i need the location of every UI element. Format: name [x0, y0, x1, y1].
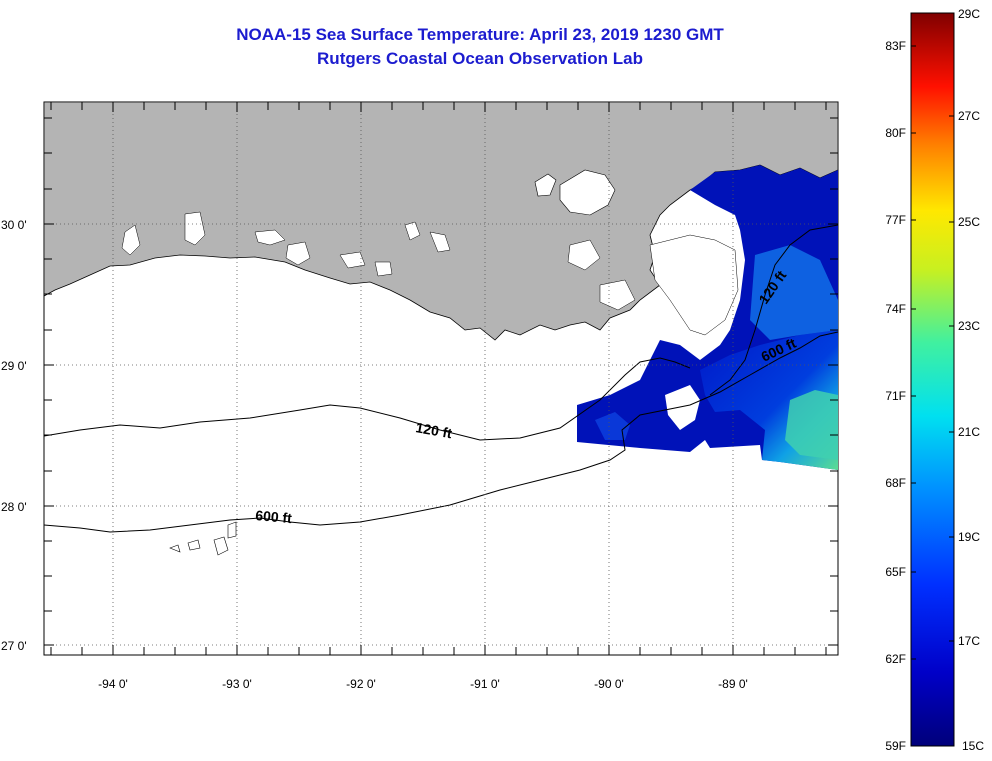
- lat-label: 28 0': [1, 500, 27, 514]
- sst-west-patch: [595, 412, 630, 440]
- graticule: [44, 102, 838, 655]
- lon-label: -94 0': [98, 677, 128, 691]
- cbar-f-label: 68F: [885, 476, 906, 490]
- contour-120ft: [44, 357, 691, 441]
- lake-pontchartrain: [559, 169, 616, 216]
- cbar-f-label: 71F: [885, 389, 906, 403]
- cbar-c-label: 15C: [962, 739, 984, 753]
- map-title: NOAA-15 Sea Surface Temperature: April 2…: [236, 25, 724, 44]
- marsh-lakes: [339, 221, 451, 277]
- cbar-c-label: 29C: [958, 7, 980, 21]
- cbar-f-label: 80F: [885, 126, 906, 140]
- barataria-bay: [567, 239, 636, 311]
- cbar-c-label: 21C: [958, 425, 980, 439]
- lon-label: -89 0': [718, 677, 748, 691]
- lon-label: -90 0': [594, 677, 624, 691]
- contour-label-600: 600 ft: [255, 507, 293, 526]
- lat-label: 30 0': [1, 218, 27, 232]
- cbar-f-label: 77F: [885, 213, 906, 227]
- colorbar: [910, 12, 955, 747]
- map-subtitle: Rutgers Coastal Ocean Observation Lab: [317, 49, 643, 68]
- lat-label: 27 0': [1, 639, 27, 653]
- sst-green-patch: [785, 390, 838, 460]
- cbar-c-label: 19C: [958, 530, 980, 544]
- cbar-c-label: 23C: [958, 319, 980, 333]
- contour-120ft-east: [709, 224, 838, 396]
- cbar-c-label: 25C: [958, 215, 980, 229]
- colorbar-celsius-labels: 29C 27C 25C 23C 21C 19C 17C 15C: [958, 7, 984, 753]
- cbar-f-label: 83F: [885, 39, 906, 53]
- sst-mid-band: [750, 245, 838, 340]
- cloud-gap: [665, 385, 700, 430]
- lake-sabine: [121, 224, 141, 256]
- lat-label: 29 0': [1, 359, 27, 373]
- cbar-f-label: 59F: [885, 739, 906, 753]
- longitude-labels: -94 0' -93 0' -92 0' -91 0' -90 0' -89 0…: [98, 677, 748, 691]
- cbar-f-label: 74F: [885, 302, 906, 316]
- reef-features: [169, 521, 237, 556]
- lon-label: -91 0': [470, 677, 500, 691]
- cbar-c-label: 27C: [958, 109, 980, 123]
- cbar-f-label: 65F: [885, 565, 906, 579]
- lake-maurepas: [534, 173, 557, 197]
- cbar-f-label: 62F: [885, 652, 906, 666]
- lon-label: -93 0': [222, 677, 252, 691]
- latitude-labels: 30 0' 29 0' 28 0' 27 0': [1, 218, 27, 653]
- contour-label-120: 120 ft: [414, 419, 453, 441]
- contour-600ft: [44, 331, 838, 533]
- lake-grand: [285, 241, 311, 266]
- lon-label: -92 0': [346, 677, 376, 691]
- cbar-c-label: 17C: [958, 634, 980, 648]
- colorbar-fahrenheit-labels: 83F 80F 77F 74F 71F 68F 65F 62F 59F: [885, 39, 906, 753]
- coastal-marsh-white: [649, 234, 739, 336]
- colorbar-ticks: [911, 45, 954, 660]
- lake-white: [254, 229, 286, 246]
- tick-marks: [44, 102, 838, 655]
- lake-calcasieu: [184, 211, 206, 246]
